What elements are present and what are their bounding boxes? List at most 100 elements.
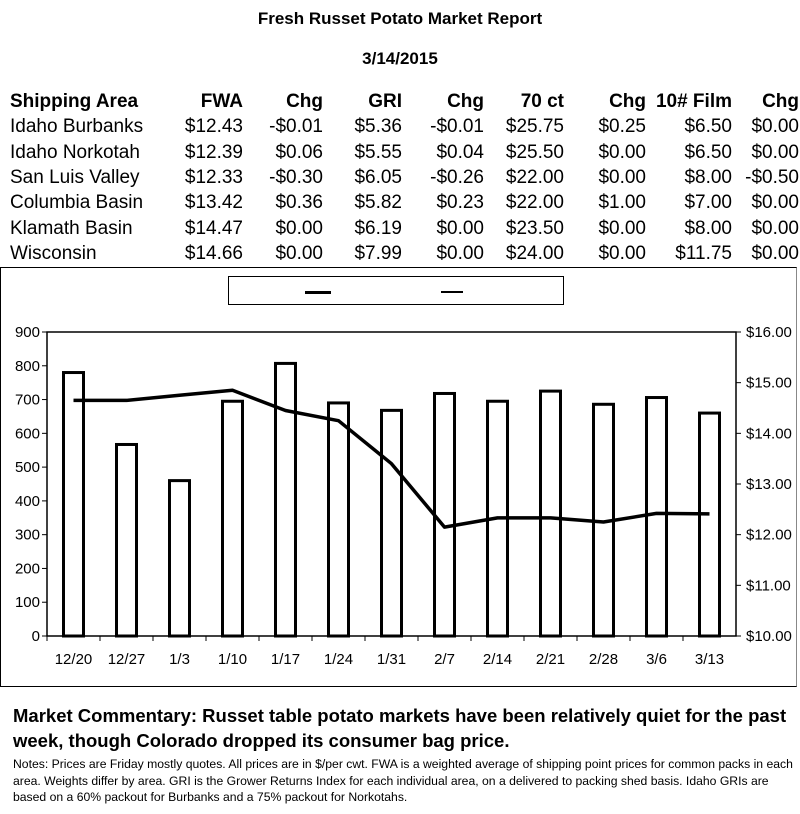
table-cell: $0.00 — [598, 217, 646, 239]
table-cell: Idaho Norkotah — [10, 141, 140, 163]
table-cell: $22.00 — [505, 192, 564, 214]
chart-legend — [228, 276, 564, 305]
table-cell: $12.33 — [184, 167, 243, 189]
left-axis-tick-label: 900 — [15, 324, 40, 341]
table-row: Columbia Basin $13.42 $0.36 $5.82 $0.23 … — [10, 190, 799, 215]
table-cell: $7.99 — [354, 242, 402, 264]
table-cell: Columbia Basin — [10, 192, 144, 214]
table-cell: Klamath Basin — [10, 217, 133, 239]
bar — [62, 371, 85, 638]
header-gri: GRI — [368, 91, 402, 113]
table-cell: $0.00 — [751, 217, 799, 239]
table-cell: $12.39 — [184, 141, 243, 163]
x-axis-tick-label: 1/10 — [218, 651, 247, 668]
bar — [433, 391, 456, 638]
table-cell: $0.06 — [275, 141, 323, 163]
table-cell: $0.00 — [275, 217, 323, 239]
right-axis-tick-label: $10.00 — [746, 628, 792, 645]
bar — [380, 408, 403, 638]
table-cell: $0.00 — [436, 217, 484, 239]
table-cell: $23.50 — [505, 217, 564, 239]
table-cell: $0.00 — [598, 141, 646, 163]
header-10lb-film: 10# Film — [655, 91, 732, 113]
table-cell: $8.00 — [684, 167, 732, 189]
x-axis-tick-label: 12/20 — [55, 651, 93, 668]
left-axis-tick-label: 500 — [15, 459, 40, 476]
table-cell: $0.00 — [751, 141, 799, 163]
table-cell: $0.00 — [275, 242, 323, 264]
bar — [115, 442, 138, 638]
x-axis: 12/20 12/27 1/3 1/10 1/17 1/24 1/31 2/7 2/14 2/21… — [46, 331, 737, 668]
table-cell: San Luis Valley — [10, 167, 140, 189]
header-gri-chg: Chg — [447, 91, 484, 113]
right-axis-tick-label: $12.00 — [746, 527, 792, 544]
market-commentary: Market Commentary: Russet table potato m… — [13, 705, 787, 751]
table-row: Idaho Burbanks $12.43 -$0.01 $5.36 -$0.0… — [10, 114, 799, 139]
table-cell: $12.43 — [184, 116, 243, 138]
bar — [539, 389, 562, 638]
table-cell: $5.82 — [354, 192, 402, 214]
notes: Notes: Prices are Friday mostly quotes. … — [13, 757, 793, 804]
left-axis-tick-label: 600 — [15, 425, 40, 442]
table-cell: -$0.50 — [745, 167, 799, 189]
table-cell: -$0.26 — [430, 167, 484, 189]
table-cell: $6.50 — [684, 141, 732, 163]
header-fwa-chg: Chg — [286, 91, 323, 113]
left-axis-tick-label: 400 — [15, 493, 40, 510]
table-cell: $14.47 — [184, 217, 243, 239]
table-cell: Idaho Burbanks — [10, 116, 144, 138]
line-series — [73, 388, 710, 529]
x-axis-tick-label: 3/13 — [695, 651, 724, 668]
table-cell: -$0.01 — [269, 116, 323, 138]
header-10lb-film-chg: Chg — [762, 91, 799, 113]
x-axis-tick-label: 1/17 — [271, 651, 300, 668]
table-cell: $1.00 — [598, 192, 646, 214]
table-cell: $6.19 — [354, 217, 402, 239]
table-cell: $0.00 — [436, 242, 484, 264]
legend-bar-swatch — [305, 291, 331, 294]
table-cell: -$0.01 — [430, 116, 484, 138]
table-cell: $0.00 — [751, 116, 799, 138]
table-cell: $0.36 — [275, 192, 323, 214]
table-cell: $0.23 — [436, 192, 484, 214]
table-cell: $22.00 — [505, 167, 564, 189]
right-axis-tick-label: $16.00 — [746, 324, 792, 341]
table-row: San Luis Valley $12.33 -$0.30 $6.05 -$0.… — [10, 165, 799, 190]
table-cell: $0.00 — [751, 242, 799, 264]
table-cell: $8.00 — [684, 217, 732, 239]
header-70ct: 70 ct — [520, 91, 564, 113]
x-axis-tick-label: 1/31 — [377, 651, 406, 668]
x-axis-tick-label: 2/28 — [589, 651, 618, 668]
table-cell: $11.75 — [675, 242, 732, 264]
left-axis-tick-label: 300 — [15, 527, 40, 544]
table-cell: $14.66 — [184, 242, 243, 264]
table-cell: $25.75 — [505, 116, 564, 138]
chart-frame — [0, 267, 797, 687]
right-axis-tick-label: $15.00 — [746, 375, 792, 392]
bar — [645, 396, 668, 638]
x-axis-tick-label: 3/6 — [646, 651, 667, 668]
report-date: 3/14/2015 — [362, 49, 438, 68]
bar — [274, 361, 297, 638]
table-cell: $0.25 — [598, 116, 646, 138]
header-shipping-area: Shipping Area — [10, 91, 139, 113]
table-cell: -$0.30 — [269, 167, 323, 189]
left-axis-tick-label: 0 — [32, 628, 40, 645]
table-cell: $24.00 — [505, 242, 564, 264]
price-table: Shipping Area FWA Chg GRI Chg 70 ct Chg … — [10, 89, 799, 266]
x-axis-tick-label: 12/27 — [108, 651, 146, 668]
table-cell: $6.05 — [354, 167, 402, 189]
bar — [327, 401, 350, 638]
right-axis-tick-label: $14.00 — [746, 425, 792, 442]
right-axis: $10.00 $11.00 $12.00 $13.00 $14.00 $15.00 $16.… — [736, 324, 792, 645]
header-70ct-chg: Chg — [609, 91, 646, 113]
table-cell: $0.00 — [598, 167, 646, 189]
table-row: Wisconsin $14.66 $0.00 $7.99 $0.00 $24.0… — [10, 241, 799, 266]
table-cell: $0.00 — [598, 242, 646, 264]
legend-line-swatch — [441, 291, 463, 293]
x-axis-tick-label: 1/24 — [324, 651, 353, 668]
table-cell: $7.00 — [684, 192, 732, 214]
bar-series — [62, 361, 721, 638]
right-axis-tick-label: $13.00 — [746, 476, 792, 493]
market-chart: 0 100 200 300 400 500 600 700 800 900 $10.00 $11.0… — [15, 324, 792, 668]
